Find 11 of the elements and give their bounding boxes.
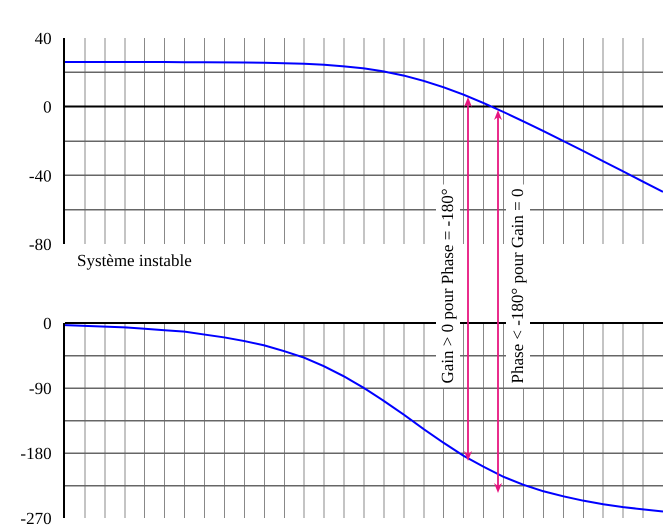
y-tick-label: -180 xyxy=(20,444,52,463)
y-tick-label: -90 xyxy=(28,378,52,398)
y-tick-label: -40 xyxy=(28,166,52,186)
annotation: Gain > 0 pour Phase = -180° xyxy=(436,184,460,388)
text: Système instable xyxy=(76,250,193,272)
y-tick-label: 0 xyxy=(43,314,52,333)
y-tick-label: 0 xyxy=(43,98,52,117)
y-tick-label: -270 xyxy=(20,508,52,528)
y-tick-label: 40 xyxy=(34,28,52,48)
annotation: Phase < -180° pour Gain = 0 xyxy=(506,184,530,388)
y-tick-label: -80 xyxy=(28,234,52,254)
